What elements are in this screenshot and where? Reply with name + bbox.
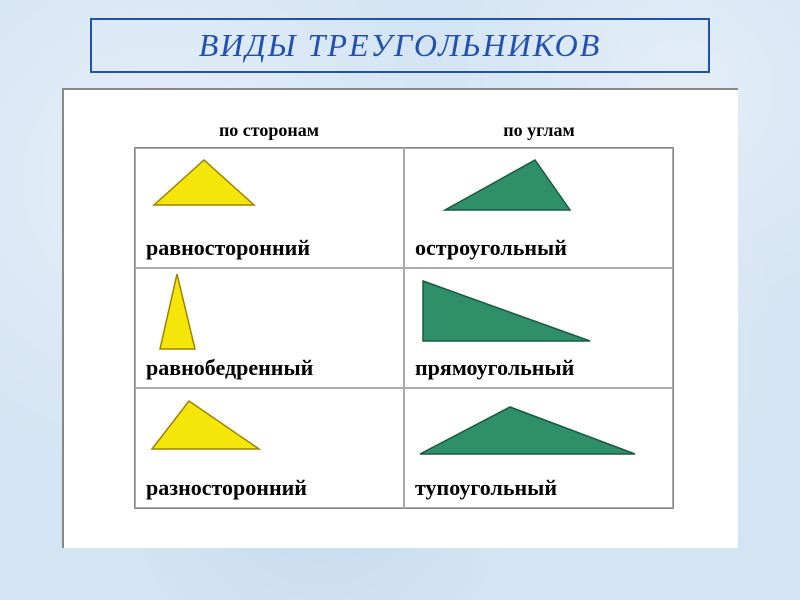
triangle-right-icon xyxy=(415,275,600,347)
triangle-obtuse-icon xyxy=(415,399,645,461)
table-row: равнобедренный прямоугольный xyxy=(135,268,673,388)
label-acute: остроугольный xyxy=(415,235,662,261)
triangle-acute-icon xyxy=(435,155,585,217)
triangle-grid: равносторонний остроугольный равнобедрен… xyxy=(134,147,674,509)
label-right: прямоугольный xyxy=(415,355,662,381)
table-inner: по сторонам по углам равносторонний остр… xyxy=(134,120,674,509)
table-row: равносторонний остроугольный xyxy=(135,148,673,268)
cell-right: прямоугольный xyxy=(404,268,673,388)
header-by-sides: по сторонам xyxy=(134,120,404,147)
cell-equilateral: равносторонний xyxy=(135,148,404,268)
triangle-scalene-icon xyxy=(144,395,269,455)
cell-acute: остроугольный xyxy=(404,148,673,268)
cell-scalene: разносторонний xyxy=(135,388,404,508)
label-isosceles: равнобедренный xyxy=(146,355,393,381)
cell-obtuse: тупоугольный xyxy=(404,388,673,508)
triangle-equilateral-icon xyxy=(144,155,264,215)
page-title: ВИДЫ ТРЕУГОЛЬНИКОВ xyxy=(199,27,602,64)
label-equilateral: равносторонний xyxy=(146,235,393,261)
triangle-isosceles-icon xyxy=(150,271,210,355)
table-container: по сторонам по углам равносторонний остр… xyxy=(62,88,738,548)
label-scalene: разносторонний xyxy=(146,475,393,501)
header-row: по сторонам по углам xyxy=(134,120,674,147)
table-row: разносторонний тупоугольный xyxy=(135,388,673,508)
cell-isosceles: равнобедренный xyxy=(135,268,404,388)
title-box: ВИДЫ ТРЕУГОЛЬНИКОВ xyxy=(90,18,710,73)
header-by-angles: по углам xyxy=(404,120,674,147)
label-obtuse: тупоугольный xyxy=(415,475,662,501)
